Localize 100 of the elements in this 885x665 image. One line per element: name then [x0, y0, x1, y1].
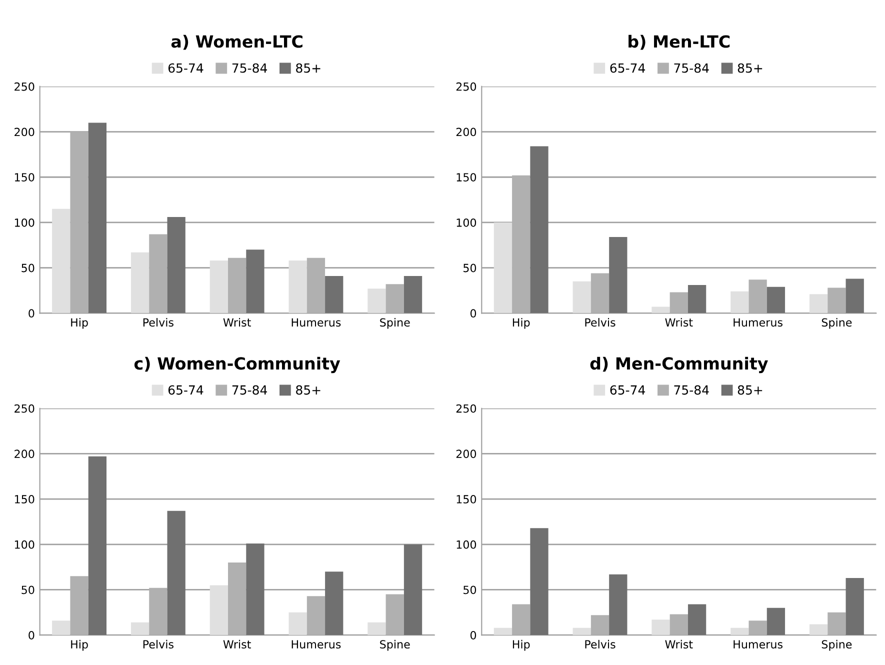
bar: [404, 276, 422, 314]
bar: [167, 217, 186, 314]
y-tick-label: 50: [464, 586, 476, 594]
x-tick-label: Wrist: [665, 640, 693, 649]
bar: [70, 132, 88, 314]
bar: [246, 543, 264, 636]
bar: [748, 280, 767, 314]
x-tick-label: Pelvis: [585, 640, 616, 649]
y-tick-label: 250: [456, 82, 476, 91]
bar: [512, 175, 530, 314]
x-tick-label: Humerus: [292, 318, 341, 327]
y-tick-label: 200: [456, 450, 476, 458]
bar: [149, 588, 168, 636]
bar: [828, 612, 846, 636]
bar: [670, 614, 688, 636]
x-tick-label: Pelvis: [585, 318, 616, 327]
x-tick-label: Spine: [380, 640, 410, 651]
bar: [730, 291, 749, 314]
bar: [494, 222, 512, 314]
legend-label: 65-74: [610, 63, 646, 73]
bar: [670, 292, 688, 314]
legend-label: 85+: [738, 385, 762, 395]
x-tick-label: Spine: [380, 318, 410, 329]
bar: [70, 576, 88, 636]
bar: [306, 596, 326, 636]
legend-label: 65-74: [168, 385, 204, 395]
y-tick-label: 200: [456, 128, 476, 136]
bar: [228, 258, 246, 314]
legend-label: 65-74: [610, 385, 646, 395]
bar: [368, 622, 386, 636]
y-tick-label: 250: [14, 404, 34, 413]
x-tick-label: Humerus: [734, 318, 782, 327]
bar: [210, 585, 228, 636]
legend-label: 85+: [296, 63, 320, 73]
bar: [609, 236, 628, 314]
bar: [688, 604, 706, 636]
bar: [386, 594, 404, 636]
legend-label: 75-84: [232, 385, 267, 395]
chart-title: a) Women-LTC: [171, 34, 302, 50]
y-tick-label: 150: [456, 173, 476, 182]
bar: [688, 285, 706, 314]
bar: [246, 250, 264, 314]
bar: [88, 122, 106, 314]
legend-label: 75-84: [232, 63, 267, 73]
bar: [846, 578, 864, 636]
y-tick-label: 100: [456, 540, 476, 549]
x-tick-label: Hip: [512, 640, 530, 651]
bar: [88, 456, 106, 636]
x-tick-label: Pelvis: [143, 640, 174, 649]
x-tick-label: Hip: [71, 318, 88, 329]
y-tick-label: 50: [22, 264, 34, 272]
y-tick-label: 50: [464, 264, 476, 272]
bar: [52, 620, 70, 636]
bar: [572, 281, 591, 314]
y-tick-label: 150: [14, 495, 34, 504]
y-tick-label: 150: [14, 173, 34, 182]
bar: [368, 288, 386, 314]
x-tick-label: Wrist: [223, 640, 251, 649]
bar: [167, 510, 186, 636]
bar: [228, 562, 246, 636]
bar: [130, 252, 150, 314]
bar: [530, 146, 548, 314]
bar: [652, 306, 670, 314]
y-tick-label: 250: [456, 404, 476, 413]
bar: [288, 612, 307, 636]
y-tick-label: 0: [28, 309, 34, 318]
bar: [325, 572, 344, 636]
y-tick-label: 150: [456, 495, 476, 504]
bar: [306, 258, 326, 314]
x-tick-label: Wrist: [665, 318, 693, 327]
bar: [572, 628, 591, 636]
x-tick-label: Humerus: [734, 640, 782, 649]
bar: [404, 544, 422, 636]
y-tick-label: 0: [470, 631, 476, 640]
y-tick-label: 0: [470, 309, 476, 318]
bar: [590, 615, 610, 636]
bar: [210, 260, 228, 314]
x-tick-label: Spine: [822, 640, 852, 651]
bar: [386, 284, 404, 314]
x-tick-label: Spine: [822, 318, 852, 329]
x-tick-label: Humerus: [292, 640, 341, 649]
bar: [652, 620, 670, 636]
chart-title: b) Men-LTC: [628, 34, 730, 50]
bar: [494, 628, 512, 636]
x-tick-label: Hip: [512, 318, 530, 329]
bar: [590, 273, 610, 314]
x-tick-label: Pelvis: [143, 318, 174, 327]
y-tick-label: 200: [14, 450, 34, 458]
y-tick-label: 0: [28, 631, 34, 640]
bar: [766, 286, 786, 314]
bar: [748, 620, 767, 636]
legend-label: 75-84: [674, 385, 709, 395]
bar: [530, 528, 548, 636]
chart-title: c) Women-Community: [134, 356, 340, 374]
x-tick-label: Wrist: [223, 318, 251, 327]
y-tick-label: 250: [14, 82, 34, 91]
y-tick-label: 100: [14, 540, 34, 549]
bar: [809, 624, 828, 636]
bar: [809, 294, 828, 314]
legend-label: 85+: [296, 385, 320, 395]
